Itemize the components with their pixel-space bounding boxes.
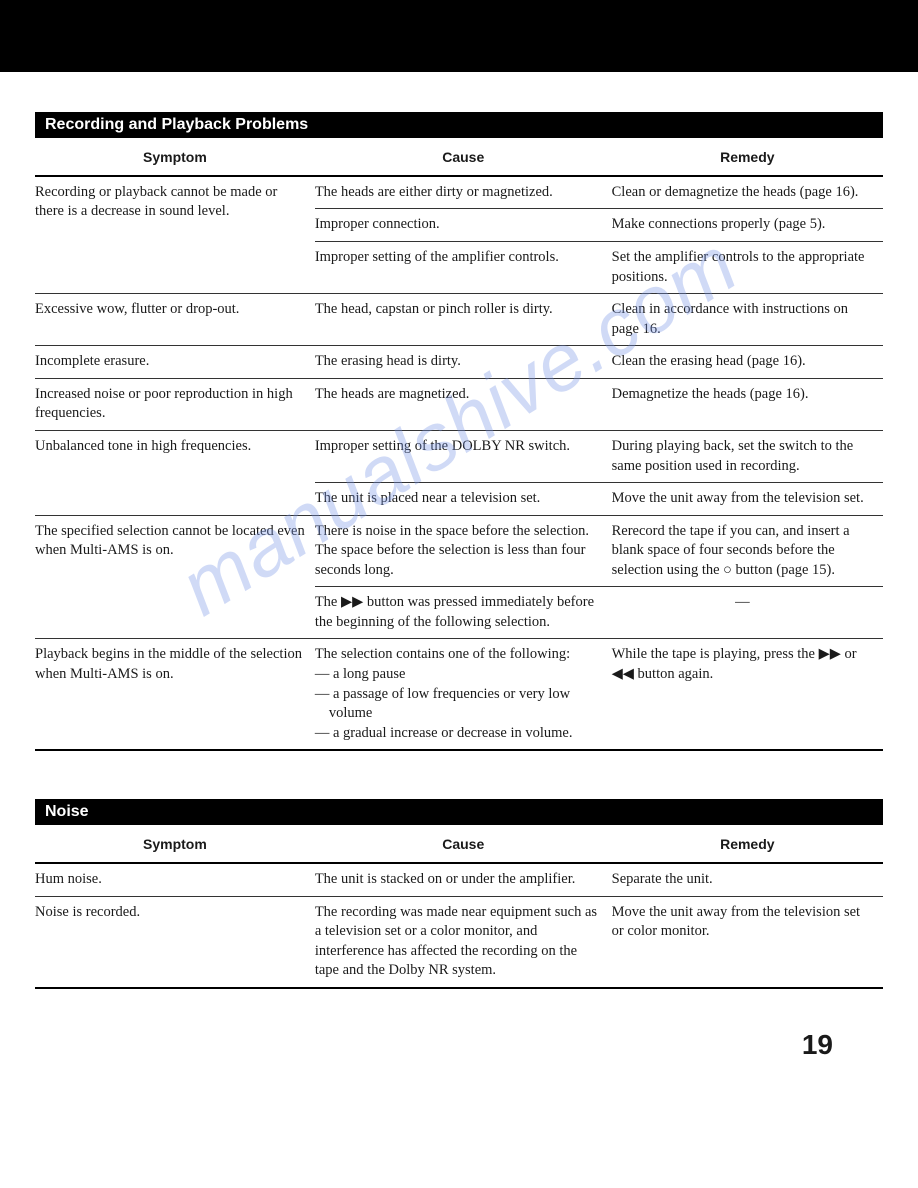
remedy-cell: Clean the erasing head (page 16). [612, 346, 883, 379]
table-row: The specified selection cannot be locate… [35, 515, 883, 587]
remedy-cell: Rerecord the tape if you can, and insert… [612, 515, 883, 587]
cause-list: — a long pause — a passage of low freque… [315, 665, 602, 743]
remedy-cell: Clean or demagnetize the heads (page 16)… [612, 176, 883, 209]
cause-cell: Improper setting of the amplifier contro… [315, 242, 612, 294]
table-row: Incomplete erasure. The erasing head is … [35, 346, 883, 379]
cause-cell: The recording was made near equipment su… [315, 896, 612, 988]
cause-cell: The heads are magnetized. [315, 378, 612, 430]
cause-cell: The unit is stacked on or under the ampl… [315, 863, 612, 896]
cause-list-item: — a passage of low frequencies or very l… [315, 685, 602, 724]
col-header-cause: Cause [315, 138, 612, 176]
remedy-cell: During playing back, set the switch to t… [612, 430, 883, 482]
table-row: Recording or playback cannot be made or … [35, 176, 883, 209]
symptom-cell: Hum noise. [35, 863, 315, 896]
col-header-cause: Cause [315, 825, 612, 863]
col-header-remedy: Remedy [612, 138, 883, 176]
remedy-cell: Move the unit away from the television s… [612, 483, 883, 516]
symptom-cell: Incomplete erasure. [35, 346, 315, 379]
cause-cell: The selection contains one of the follow… [315, 639, 612, 750]
remedy-cell: Make connections properly (page 5). [612, 209, 883, 242]
remedy-cell: — [612, 587, 883, 639]
cause-cell: The head, capstan or pinch roller is dir… [315, 294, 612, 346]
table-row: Hum noise. The unit is stacked on or und… [35, 863, 883, 896]
page-body: Recording and Playback Problems Symptom … [0, 72, 918, 1091]
col-header-remedy: Remedy [612, 825, 883, 863]
section-header-noise: Noise [35, 799, 883, 825]
table-row: Playback begins in the middle of the sel… [35, 639, 883, 750]
table-row: Noise is recorded. The recording was mad… [35, 896, 883, 988]
symptom-cell: Unbalanced tone in high frequencies. [35, 430, 315, 515]
symptom-cell: Recording or playback cannot be made or … [35, 176, 315, 294]
table-row: Increased noise or poor reproduction in … [35, 378, 883, 430]
cause-cell: The unit is placed near a television set… [315, 483, 612, 516]
remedy-cell: Set the amplifier controls to the approp… [612, 242, 883, 294]
col-header-symptom: Symptom [35, 825, 315, 863]
cause-cell: The heads are either dirty or magnetized… [315, 176, 612, 209]
col-header-symptom: Symptom [35, 138, 315, 176]
cause-cell: There is noise in the space before the s… [315, 515, 612, 587]
symptom-cell: Increased noise or poor reproduction in … [35, 378, 315, 430]
symptom-cell: Noise is recorded. [35, 896, 315, 988]
recording-problems-table: Symptom Cause Remedy Recording or playba… [35, 138, 883, 751]
cause-lead: The selection contains one of the follow… [315, 645, 602, 665]
page-number: 19 [35, 1029, 883, 1061]
section-header-recording: Recording and Playback Problems [35, 112, 883, 138]
remedy-cell: While the tape is playing, press the ▶▶ … [612, 639, 883, 750]
cause-cell: The ▶▶ button was pressed immediately be… [315, 587, 612, 639]
remedy-cell: Clean in accordance with instructions on… [612, 294, 883, 346]
symptom-cell: The specified selection cannot be locate… [35, 515, 315, 639]
remedy-cell: Move the unit away from the television s… [612, 896, 883, 988]
cause-cell: Improper connection. [315, 209, 612, 242]
top-black-bar [0, 0, 918, 72]
remedy-cell: Separate the unit. [612, 863, 883, 896]
table-row: Unbalanced tone in high frequencies. Imp… [35, 430, 883, 482]
cause-cell: The erasing head is dirty. [315, 346, 612, 379]
table-row: Excessive wow, flutter or drop-out. The … [35, 294, 883, 346]
noise-table: Symptom Cause Remedy Hum noise. The unit… [35, 825, 883, 989]
symptom-cell: Excessive wow, flutter or drop-out. [35, 294, 315, 346]
cause-list-item: — a long pause [315, 665, 602, 685]
remedy-cell: Demagnetize the heads (page 16). [612, 378, 883, 430]
cause-cell: Improper setting of the DOLBY NR switch. [315, 430, 612, 482]
cause-list-item: — a gradual increase or decrease in volu… [315, 724, 602, 744]
right-edge-tab [904, 0, 918, 55]
symptom-cell: Playback begins in the middle of the sel… [35, 639, 315, 750]
